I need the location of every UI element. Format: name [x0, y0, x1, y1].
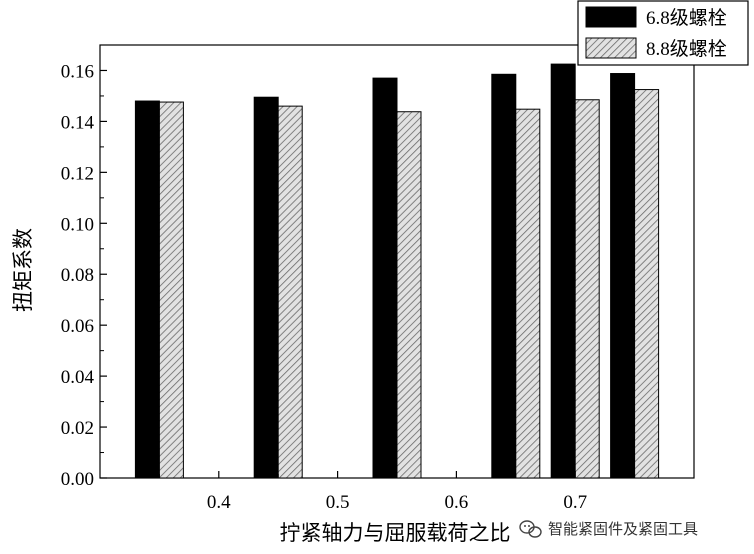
legend-label-2: 8.8级螺栓 — [646, 38, 727, 60]
bar-series-1-group-3 — [372, 77, 398, 479]
legend-label-1: 6.8级螺栓 — [646, 7, 727, 29]
y-tick-label: 0.06 — [61, 316, 94, 337]
bar-series-1-group-2 — [253, 96, 279, 479]
y-tick-label: 0.12 — [61, 163, 94, 184]
bar-series-2-group-3 — [396, 111, 422, 479]
x-tick-label: 0.6 — [445, 492, 469, 513]
watermark: 智能紧固件及紧固工具 — [519, 520, 698, 538]
y-tick-label: 0.02 — [61, 418, 94, 439]
bar-series-1-group-6 — [610, 73, 636, 479]
y-tick-label: 0.14 — [61, 112, 95, 133]
legend-swatch-2 — [585, 37, 637, 59]
bars-group — [134, 63, 660, 479]
axes-group: 0.00 0.02 0.04 0.06 0.08 0.10 0.12 0.14 0.16 0.4 0… — [61, 44, 636, 513]
y-tick-label: 0.10 — [61, 214, 94, 235]
y-tick-label: 0.04 — [61, 367, 95, 388]
legend-swatch-1 — [585, 6, 637, 28]
bar-series-1-group-5 — [550, 63, 576, 479]
watermark-text: 智能紧固件及紧固工具 — [548, 520, 698, 538]
bar-series-2-group-6 — [634, 89, 660, 479]
x-tick-label: 0.5 — [326, 492, 350, 513]
bar-series-2-group-4 — [515, 108, 541, 479]
x-tick-label: 0.4 — [207, 492, 231, 513]
bar-series-2-group-1 — [158, 101, 184, 479]
bar-series-2-group-5 — [574, 99, 600, 479]
bar-series-1-group-4 — [491, 73, 517, 479]
wechat-icon — [519, 520, 542, 538]
x-tick-label: 0.7 — [563, 492, 587, 513]
legend: 6.8级螺栓 8.8级螺栓 — [577, 0, 749, 66]
y-axis-title: 扭矩系数 — [11, 228, 35, 312]
bar-series-1-group-1 — [134, 100, 160, 479]
x-axis-title: 拧紧轴力与屈服载荷之比 — [280, 521, 511, 545]
y-tick-label: 0.08 — [61, 265, 94, 286]
y-tick-label: 0.00 — [61, 469, 94, 490]
bar-series-2-group-2 — [277, 105, 303, 479]
y-tick-label: 0.16 — [61, 61, 94, 82]
